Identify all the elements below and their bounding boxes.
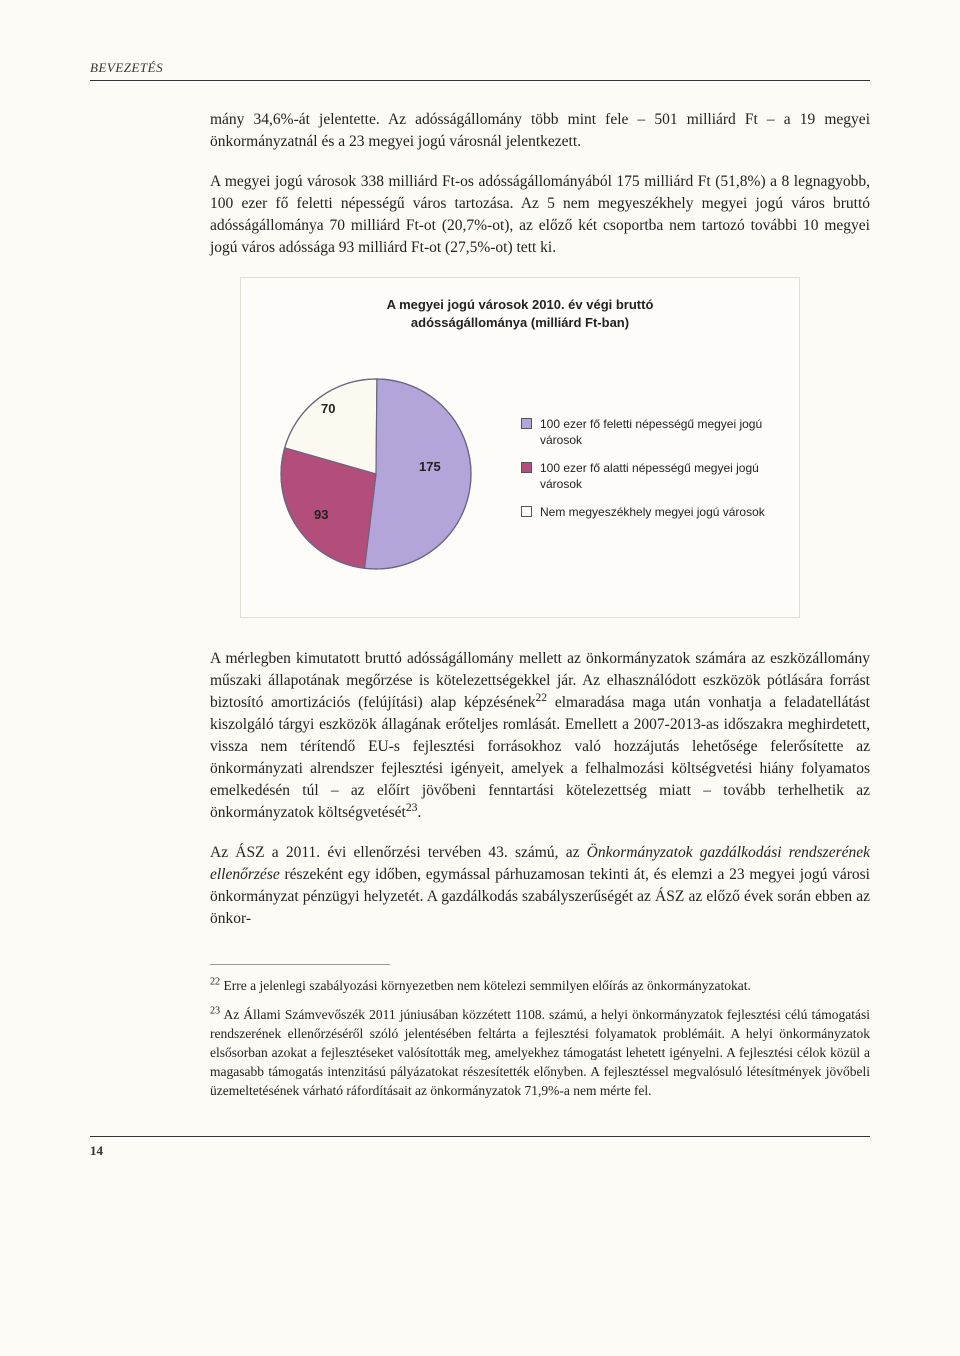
legend-text-0: 100 ezer fő feletti népességű megyei jog… — [540, 416, 779, 448]
pie-label-175: 175 — [419, 459, 441, 474]
legend-swatch-2 — [521, 506, 532, 517]
legend-text-1: 100 ezer fő alatti népességű megyei jogú… — [540, 460, 779, 492]
chart-body: 175 93 70 100 ezer fő feletti népességű … — [261, 359, 779, 589]
page-number: 14 — [90, 1143, 870, 1159]
paragraph-1: mány 34,6%-át jelentette. Az adósságállo… — [210, 109, 870, 153]
page: BEVEZETÉS mány 34,6%-át jelentette. Az a… — [0, 0, 960, 1356]
pie-chart: 175 93 70 — [261, 359, 491, 589]
section-header: BEVEZETÉS — [90, 60, 870, 81]
footnote-ref-22: 22 — [535, 691, 547, 704]
legend-item-2: Nem megyeszékhely megyei jogú városok — [521, 504, 779, 520]
chart-legend: 100 ezer fő feletti népességű megyei jog… — [521, 416, 779, 533]
footnotes-separator — [210, 964, 390, 965]
legend-swatch-1 — [521, 462, 532, 473]
footnote-23-text: Az Állami Számvevőszék 2011 júniusában k… — [210, 1007, 870, 1098]
pie-label-70: 70 — [321, 401, 335, 416]
legend-item-1: 100 ezer fő alatti népességű megyei jogú… — [521, 460, 779, 492]
footnote-22-num: 22 — [210, 977, 220, 988]
p4-part-a: Az ÁSZ a 2011. évi ellenőrzési tervében … — [210, 844, 587, 861]
paragraph-2: A megyei jogú városok 338 milliárd Ft-os… — [210, 171, 870, 259]
footnote-22: 22 Erre a jelenlegi szabályozási környez… — [210, 977, 870, 996]
chart-title-line1: A megyei jogú városok 2010. év végi brut… — [387, 297, 654, 312]
pie-chart-container: A megyei jogú városok 2010. év végi brut… — [240, 277, 800, 618]
paragraph-4: Az ÁSZ a 2011. évi ellenőrzési tervében … — [210, 842, 870, 930]
legend-item-0: 100 ezer fő feletti népességű megyei jog… — [521, 416, 779, 448]
chart-title: A megyei jogú városok 2010. év végi brut… — [261, 296, 779, 331]
footnote-22-text: Erre a jelenlegi szabályozási környezetb… — [220, 978, 751, 993]
p3-part-b: elmaradása maga után vonhatja a feladate… — [210, 694, 870, 821]
legend-swatch-0 — [521, 418, 532, 429]
footnote-23-num: 23 — [210, 1005, 220, 1016]
page-footer-rule — [90, 1136, 870, 1137]
p4-part-b: részeként egy időben, egymással párhuzam… — [210, 866, 870, 927]
footnote-ref-23: 23 — [406, 801, 418, 814]
legend-text-2: Nem megyeszékhely megyei jogú városok — [540, 504, 765, 520]
footnote-23: 23 Az Állami Számvevőszék 2011 júniusába… — [210, 1006, 870, 1100]
paragraph-3: A mérlegben kimutatott bruttó adósságáll… — [210, 648, 870, 824]
chart-title-line2: adósságállománya (milliárd Ft-ban) — [411, 315, 629, 330]
pie-label-93: 93 — [314, 507, 328, 522]
